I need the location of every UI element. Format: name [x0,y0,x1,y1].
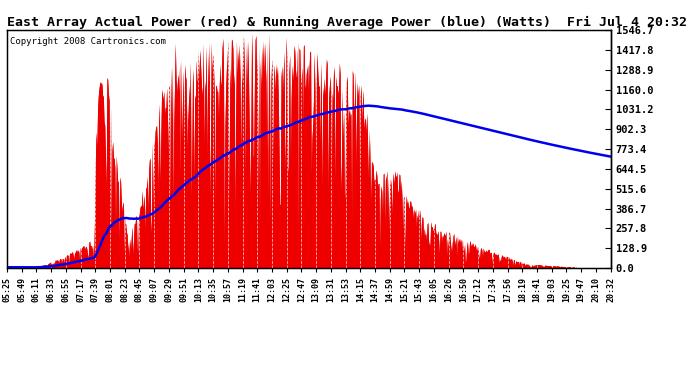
Text: East Array Actual Power (red) & Running Average Power (blue) (Watts)  Fri Jul 4 : East Array Actual Power (red) & Running … [7,16,687,29]
Text: Copyright 2008 Cartronics.com: Copyright 2008 Cartronics.com [10,37,166,46]
